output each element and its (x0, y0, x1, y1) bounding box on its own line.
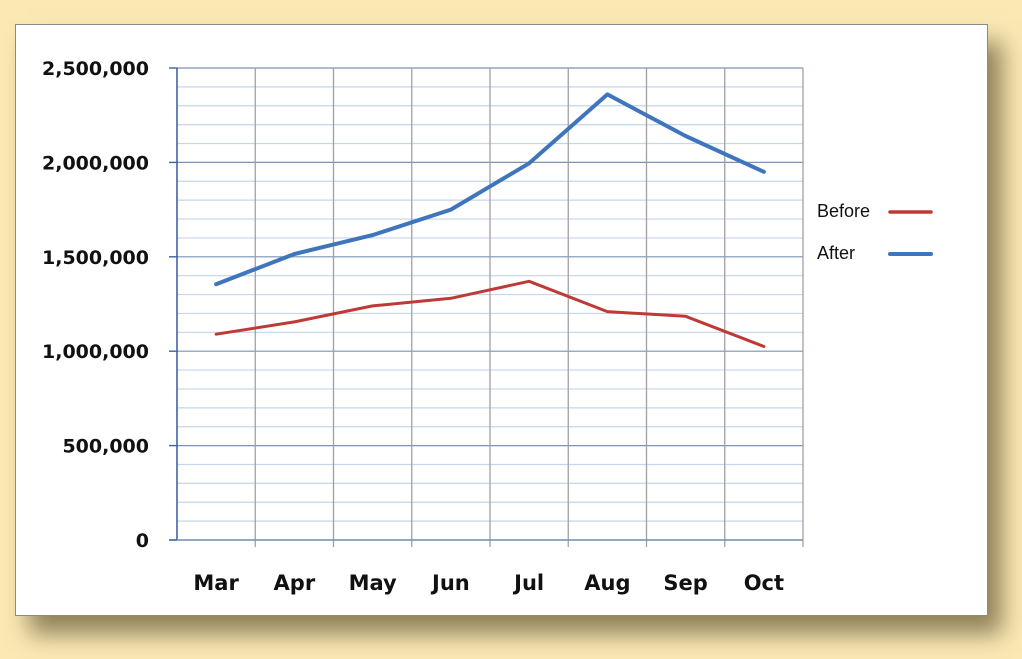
y-tick-label: 2,500,000 (42, 58, 149, 80)
x-tick-label: Sep (663, 571, 707, 595)
x-tick-label: Mar (193, 571, 239, 595)
x-tick-label: Jul (512, 571, 544, 595)
x-tick-label: Jun (430, 571, 470, 595)
x-tick-label: Apr (274, 571, 316, 595)
x-tick-label: May (349, 571, 397, 595)
y-tick-label: 1,500,000 (42, 247, 149, 269)
x-tick-label: Oct (744, 571, 784, 595)
legend-label-before: Before (817, 201, 870, 221)
y-tick-label: 2,000,000 (42, 152, 149, 174)
series-line-after (214, 92, 766, 287)
series-line-before (214, 279, 766, 348)
y-tick-label: 500,000 (62, 436, 149, 458)
legend-label-after: After (817, 243, 855, 263)
x-tick-label: Aug (584, 571, 630, 595)
y-tick-label: 0 (136, 530, 149, 552)
y-tick-label: 1,000,000 (42, 341, 149, 363)
